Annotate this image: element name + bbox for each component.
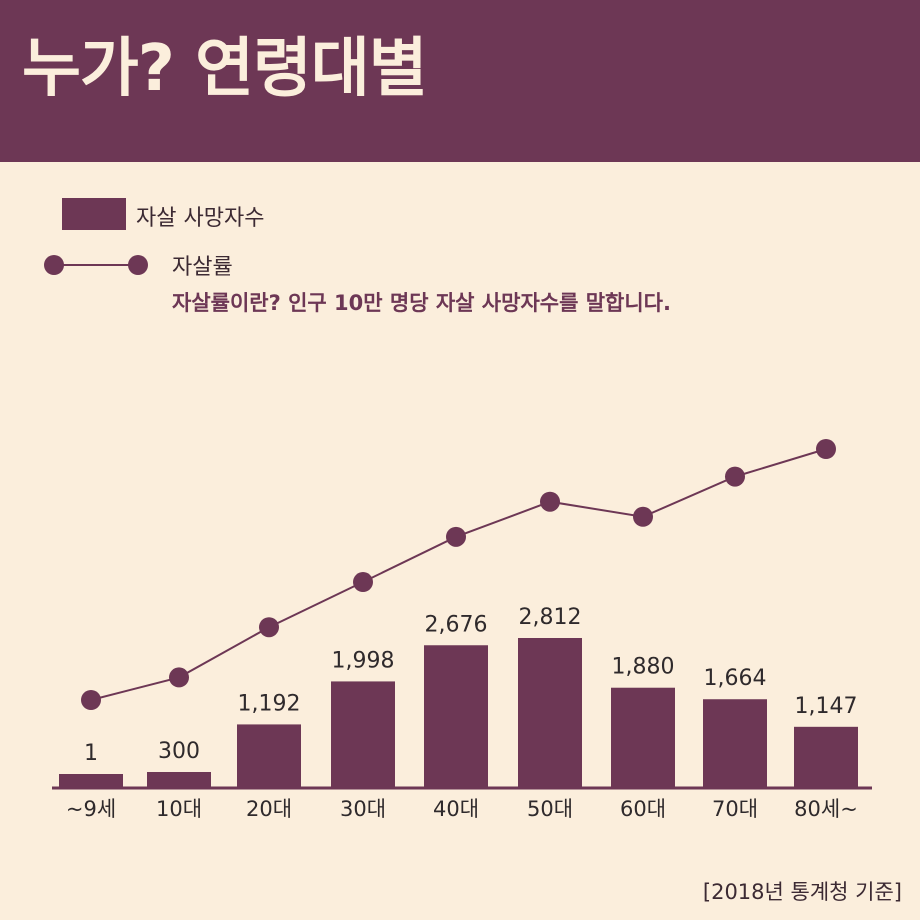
note-prefix: 자살률이란? [172,291,289,315]
bar-value-label-5: 2,812 [519,605,582,630]
bar-value-label-0: 1 [84,741,98,766]
bar-value-label-3: 1,998 [332,648,395,673]
rate-point-3 [353,572,373,593]
rate-point-4 [446,526,466,547]
rate-point-5 [540,491,560,512]
rate-point-7 [725,466,745,487]
bar-value-label-4: 2,676 [425,612,488,637]
legend-bar-swatch [62,198,126,230]
bar-3 [331,681,395,788]
legend-bar-label: 자살 사망자수 [136,206,265,231]
bar-value-label-6: 1,880 [612,655,675,680]
note-bold: 인구 10만 명당 자살 사망자수 [288,291,560,315]
bar-5 [518,638,582,788]
bar-value-label-7: 1,664 [704,666,767,691]
bar-value-label-8: 1,147 [795,694,858,719]
x-tick-label-0: ~9세 [66,797,116,821]
x-tick-label-6: 60대 [620,797,666,821]
source-note: [2018년 통계청 기준] [702,880,902,904]
x-tick-label-7: 70대 [712,797,758,821]
bar-8 [794,726,858,788]
x-tick-label-5: 50대 [527,797,573,821]
bar-7 [703,699,767,788]
x-tick-label-2: 20대 [246,797,292,821]
legend-line-label: 자살률 [172,255,233,280]
bar-value-label-2: 1,192 [238,691,301,716]
rate-point-0 [81,690,101,710]
rate-definition-note: 자살률이란? 인구 10만 명당 자살 사망자수를 말합니다. [172,287,671,317]
x-tick-label-1: 10대 [156,797,202,821]
x-tick-label-8: 80세~ [794,797,858,821]
note-suffix: 를 말합니다. [559,291,671,315]
rate-point-6 [633,506,653,527]
page-title: 누가? 연령대별 [22,32,428,106]
bar-0 [59,774,123,788]
rate-point-2 [259,617,279,638]
header-banner: 누가? 연령대별 [0,0,920,162]
x-tick-label-3: 30대 [340,797,386,821]
bar-4 [424,645,488,788]
rate-point-8 [816,439,836,459]
bar-1 [147,771,211,788]
bar-value-label-1: 300 [158,739,200,764]
legend-line-swatch [44,255,148,275]
bar-2 [237,724,301,788]
x-tick-label-4: 40대 [433,797,479,821]
bar-6 [611,687,675,788]
rate-point-1 [169,667,189,688]
